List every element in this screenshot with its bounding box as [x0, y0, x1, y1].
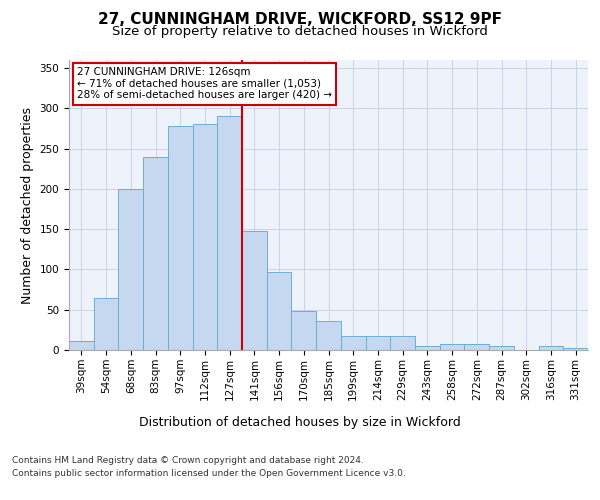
Bar — [242, 231, 267, 350]
Text: 27, CUNNINGHAM DRIVE, WICKFORD, SS12 9PF: 27, CUNNINGHAM DRIVE, WICKFORD, SS12 9PF — [98, 12, 502, 28]
Text: Contains HM Land Registry data © Crown copyright and database right 2024.: Contains HM Land Registry data © Crown c… — [12, 456, 364, 465]
Y-axis label: Number of detached properties: Number of detached properties — [21, 106, 34, 304]
Bar — [464, 344, 489, 350]
Bar — [390, 336, 415, 350]
Bar — [118, 189, 143, 350]
Bar — [69, 341, 94, 350]
Bar — [143, 156, 168, 350]
Bar — [267, 272, 292, 350]
Bar — [316, 321, 341, 350]
Bar — [292, 310, 316, 350]
Bar — [365, 336, 390, 350]
Bar — [539, 346, 563, 350]
Bar — [489, 346, 514, 350]
Bar — [563, 348, 588, 350]
Text: Size of property relative to detached houses in Wickford: Size of property relative to detached ho… — [112, 25, 488, 38]
Bar — [168, 126, 193, 350]
Bar — [440, 344, 464, 350]
Text: Contains public sector information licensed under the Open Government Licence v3: Contains public sector information licen… — [12, 468, 406, 477]
Bar — [193, 124, 217, 350]
Bar — [341, 336, 365, 350]
Bar — [94, 298, 118, 350]
Text: 27 CUNNINGHAM DRIVE: 126sqm
← 71% of detached houses are smaller (1,053)
28% of : 27 CUNNINGHAM DRIVE: 126sqm ← 71% of det… — [77, 68, 332, 100]
Text: Distribution of detached houses by size in Wickford: Distribution of detached houses by size … — [139, 416, 461, 429]
Bar — [217, 116, 242, 350]
Bar — [415, 346, 440, 350]
